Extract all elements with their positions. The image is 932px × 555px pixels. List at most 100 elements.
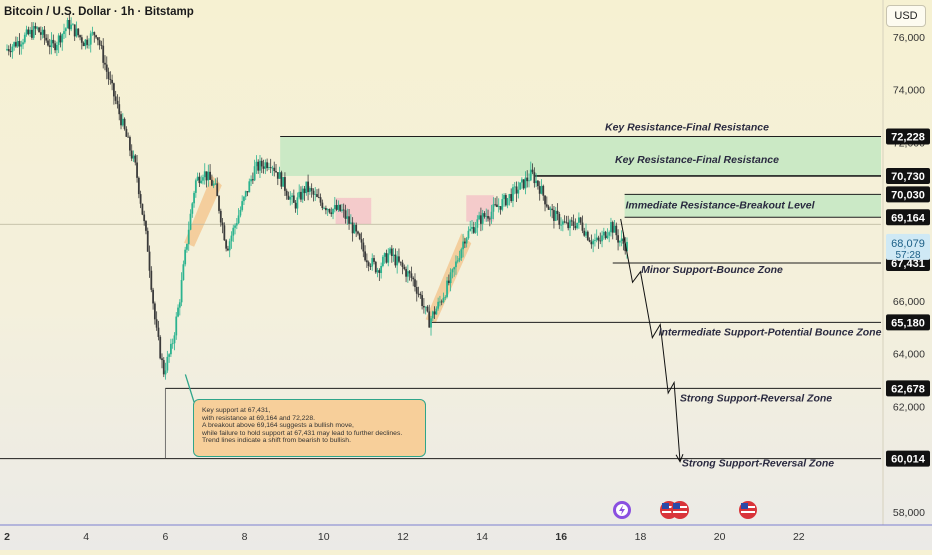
candle [330,207,333,217]
candle [121,113,124,127]
zone-label: Strong Support-Reversal Zone [682,458,834,470]
candle [48,38,51,55]
candle [50,32,53,55]
candle-body [478,215,481,220]
note-line: Trend lines indicate a shift from bearis… [202,437,351,445]
candle-body [624,243,627,252]
candle-body [64,28,67,32]
candle-body [48,45,51,48]
candle [604,230,607,240]
candle-body [585,231,587,236]
currency-button[interactable]: USD [886,5,926,27]
candle [544,195,546,212]
candle-body [382,256,384,266]
candle [390,245,393,263]
candle [467,226,470,240]
candle-body [282,177,285,187]
price-tag-label: 70,030 [891,189,925,201]
note-line: A breakout above 69,164 suggests a bulli… [202,422,354,430]
candle [349,214,352,224]
candle [501,193,504,212]
candle [91,26,94,36]
candle-body [27,29,30,35]
candle-body [79,35,81,38]
candle [63,23,65,39]
candle [499,206,502,215]
candle [428,304,431,328]
candle [116,94,119,109]
event-icon-lightning[interactable] [613,501,631,519]
event-icon-us-flag[interactable] [739,501,757,519]
candle-body [116,100,119,105]
candle-body [544,195,546,205]
candle-body [385,253,388,263]
candle-body [243,196,245,202]
candle [89,30,92,53]
candle [602,227,605,240]
candle [300,186,302,203]
candle-body [148,251,151,271]
candle [439,295,441,307]
candle-body [341,209,343,211]
candle [278,166,281,179]
candle-body [214,183,217,185]
candle [597,235,600,249]
candle-body [522,179,525,189]
price-tag: 72,228 [886,128,930,145]
candle [43,26,46,45]
candle-body [323,207,326,209]
candle-body [88,44,90,46]
candle-body [184,249,187,265]
candle [68,14,71,36]
candle-body [73,24,76,37]
candle [86,35,89,49]
candle-body [31,29,33,38]
candle-body [512,187,514,202]
candle [162,357,165,378]
candle [394,248,397,268]
candle-body [301,188,304,200]
candle-body [597,237,600,241]
candle-body [563,221,566,223]
candle [335,199,338,212]
event-icon-us-flag[interactable] [671,501,689,519]
price-tag-label: 69,164 [891,212,926,224]
candle-body [462,241,464,250]
candle [235,217,238,230]
candle [84,38,87,50]
candle-body [317,196,320,198]
candle-body [300,191,302,200]
candle-body [446,280,448,297]
candle-body [225,240,228,249]
candle [16,36,19,48]
candle [415,280,418,302]
candle-body [537,180,539,187]
candle [426,305,429,313]
candle-body [326,209,329,211]
candle-body [401,262,404,267]
candle [503,193,505,207]
candle [455,255,457,275]
price-tag-bg [886,380,930,397]
candle-body [125,128,128,137]
candle-body [200,180,203,184]
candle-body [55,45,58,51]
candle [364,245,366,262]
candle [601,230,603,248]
candle [549,206,552,217]
candle [175,312,178,340]
candle [253,159,256,182]
candle-body [123,118,126,129]
candle-body [349,222,352,224]
candle [528,173,530,188]
candle-body [52,39,55,44]
candle [32,22,35,40]
zone-label: Key Resistance-Final Resistance [615,154,779,166]
candle [540,179,543,195]
time-axis-label: 18 [635,531,647,543]
candle-body [444,296,447,298]
candle-body [357,231,359,234]
candle-body [588,240,591,242]
candle [227,245,229,252]
